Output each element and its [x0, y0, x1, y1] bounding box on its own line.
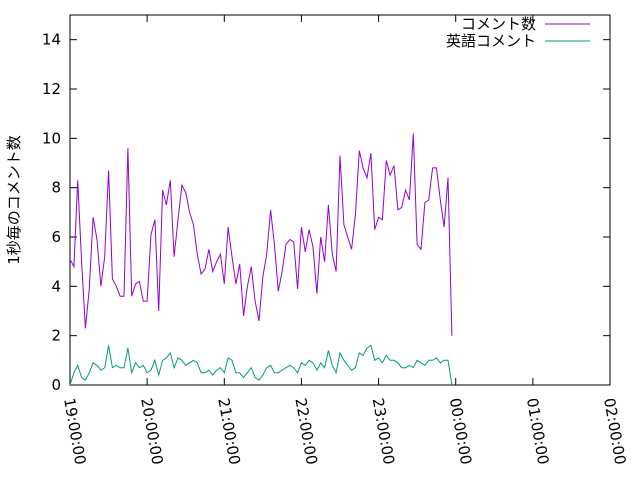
legend-label: コメント数: [461, 15, 536, 33]
x-tick-label: 00:00:00: [446, 397, 475, 466]
y-tick-label: 2: [51, 327, 61, 345]
y-axis: 0 2 4 6 8 10 12 14: [42, 31, 610, 394]
series-layer: [69, 133, 453, 386]
x-tick-label: 21:00:00: [214, 397, 243, 466]
x-axis: 19:00:00 20:00:00 21:00:00 22:00:00 23:00:00…: [60, 15, 629, 466]
series-line-2: [69, 344, 453, 386]
series-line-1: [69, 133, 453, 336]
x-tick-label: 23:00:00: [369, 397, 398, 466]
legend-label: 英語コメント: [446, 32, 536, 50]
y-tick-label: 10: [42, 129, 61, 147]
y-tick-label: 12: [42, 80, 61, 98]
x-tick-label: 19:00:00: [60, 397, 89, 466]
y-tick-label: 6: [51, 228, 61, 246]
y-axis-label: 1秒毎のコメント数: [5, 135, 23, 265]
y-tick-label: 0: [51, 376, 61, 394]
y-tick-label: 4: [51, 277, 61, 295]
x-tick-label: 20:00:00: [137, 397, 166, 466]
y-tick-label: 14: [42, 31, 61, 49]
y-tick-label: 8: [51, 179, 61, 197]
x-tick-label: 02:00:00: [600, 397, 629, 466]
x-tick-label: 22:00:00: [291, 397, 320, 466]
x-tick-label: 01:00:00: [523, 397, 552, 466]
plot-area-border: [69, 14, 611, 386]
